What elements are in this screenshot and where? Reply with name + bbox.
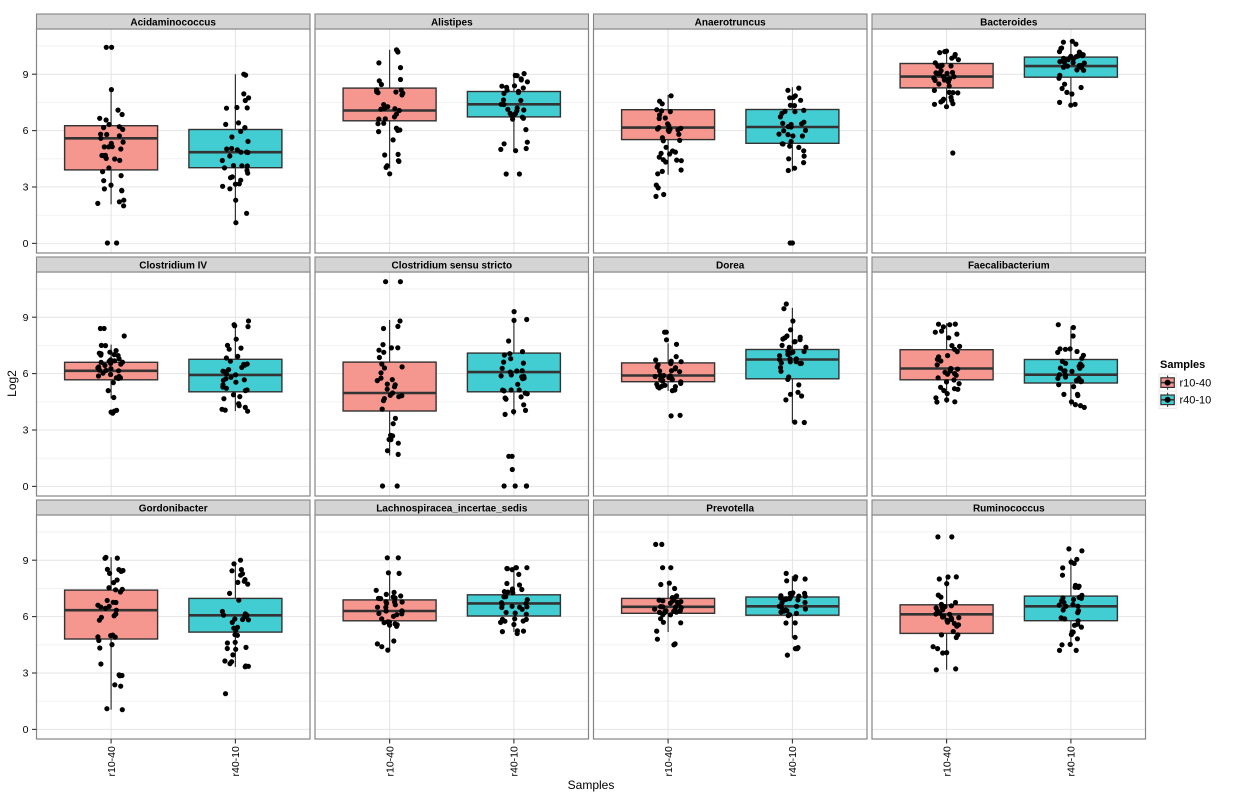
svg-text:9: 9 xyxy=(23,312,29,324)
svg-text:Anaerotruncus: Anaerotruncus xyxy=(695,18,767,29)
svg-text:r40-10: r40-10 xyxy=(1066,746,1078,777)
svg-text:9: 9 xyxy=(23,69,29,81)
svg-text:r10-40: r10-40 xyxy=(384,746,396,777)
svg-text:r40-10: r40-10 xyxy=(1180,395,1212,407)
svg-text:r10-40: r10-40 xyxy=(106,746,118,777)
svg-text:Ruminococcus: Ruminococcus xyxy=(973,504,1045,515)
svg-text:6: 6 xyxy=(23,125,29,137)
svg-text:Gordonibacter: Gordonibacter xyxy=(139,504,208,515)
svg-text:r40-10: r40-10 xyxy=(787,746,799,777)
svg-text:6: 6 xyxy=(23,611,29,623)
svg-text:Samples: Samples xyxy=(568,778,615,792)
svg-text:0: 0 xyxy=(23,481,29,493)
svg-text:3: 3 xyxy=(23,668,29,680)
svg-text:0: 0 xyxy=(23,724,29,736)
svg-text:Acidaminococcus: Acidaminococcus xyxy=(130,18,216,29)
svg-text:Samples: Samples xyxy=(1160,359,1205,371)
svg-text:Clostridium IV: Clostridium IV xyxy=(139,261,207,272)
svg-text:Alistipes: Alistipes xyxy=(431,18,473,29)
svg-text:Bacteroides: Bacteroides xyxy=(980,18,1038,29)
svg-text:3: 3 xyxy=(23,425,29,437)
svg-text:r10-40: r10-40 xyxy=(663,746,675,777)
svg-text:Prevotella: Prevotella xyxy=(706,504,754,515)
svg-text:Clostridium sensu stricto: Clostridium sensu stricto xyxy=(392,261,513,272)
svg-text:r10-40: r10-40 xyxy=(941,746,953,777)
svg-text:Faecalibacterium: Faecalibacterium xyxy=(968,261,1050,272)
svg-text:r10-40: r10-40 xyxy=(1180,377,1212,389)
svg-text:9: 9 xyxy=(23,555,29,567)
svg-text:3: 3 xyxy=(23,182,29,194)
svg-text:6: 6 xyxy=(23,368,29,380)
svg-text:0: 0 xyxy=(23,238,29,250)
svg-text:Log2: Log2 xyxy=(5,370,19,397)
svg-text:r40-10: r40-10 xyxy=(230,746,242,777)
svg-text:Dorea: Dorea xyxy=(716,261,745,272)
svg-text:Lachnospiracea_incertae_sedis: Lachnospiracea_incertae_sedis xyxy=(376,504,528,515)
svg-text:r40-10: r40-10 xyxy=(509,746,521,777)
